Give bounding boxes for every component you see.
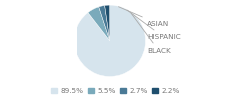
Text: ASIAN: ASIAN <box>119 7 169 27</box>
Text: BLACK: BLACK <box>131 13 171 54</box>
Wedge shape <box>74 5 145 76</box>
Wedge shape <box>88 7 110 41</box>
Legend: 89.5%, 5.5%, 2.7%, 2.2%: 89.5%, 5.5%, 2.7%, 2.2% <box>51 88 180 94</box>
Text: WHITE: WHITE <box>0 99 1 100</box>
Wedge shape <box>105 5 110 41</box>
Text: HISPANIC: HISPANIC <box>127 10 181 40</box>
Wedge shape <box>99 6 110 41</box>
